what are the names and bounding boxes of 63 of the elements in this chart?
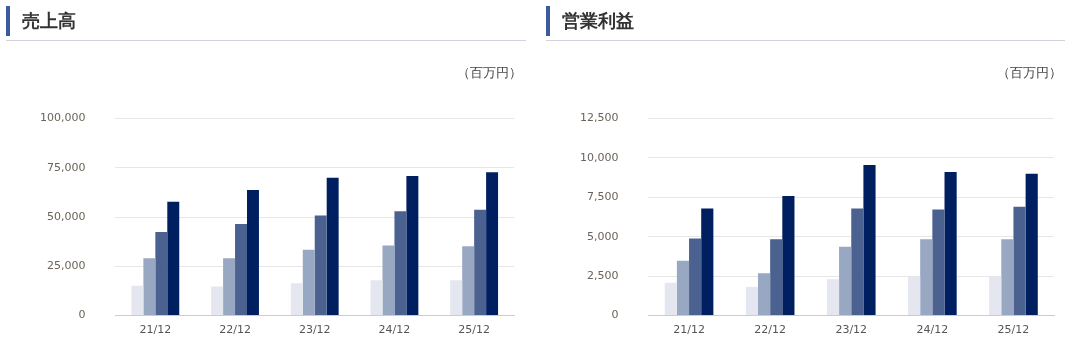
y-tick-label: 12,500 <box>579 111 619 125</box>
bar <box>782 195 795 315</box>
bar <box>745 287 758 315</box>
x-tick-label: 21/12 <box>673 322 705 336</box>
bar <box>486 172 499 315</box>
y-tick-label: 75,000 <box>46 160 86 174</box>
y-tick-label: 100,000 <box>39 111 86 125</box>
y-tick-label: 10,000 <box>579 150 619 164</box>
y-tick-label: 5,000 <box>586 229 619 243</box>
bar <box>676 260 690 315</box>
bar <box>826 279 840 315</box>
bar <box>302 249 315 315</box>
bar <box>1013 206 1026 315</box>
y-tick-label: 0 <box>78 308 86 322</box>
bar <box>770 239 783 315</box>
bar <box>211 286 224 315</box>
bar <box>394 211 407 315</box>
x-tick-label: 23/12 <box>835 322 868 336</box>
bar <box>851 208 864 315</box>
bar <box>235 224 247 315</box>
y-tick-label: 2,500 <box>586 268 619 282</box>
bar <box>290 283 303 315</box>
bar <box>450 280 463 315</box>
bar <box>920 239 933 315</box>
bar <box>944 171 957 315</box>
x-tick-label: 22/12 <box>219 322 251 336</box>
y-axis-title: （百万円） <box>997 64 1062 82</box>
bar <box>247 190 259 315</box>
bar <box>143 258 156 315</box>
bar <box>474 209 487 315</box>
chart-title: 営業利益 <box>546 6 1065 36</box>
y-tick-label: 25,000 <box>46 259 86 273</box>
bar <box>326 177 339 315</box>
x-tick-label: 23/12 <box>298 322 331 336</box>
x-tick-label: 25/12 <box>997 322 1030 336</box>
y-axis-title: （百万円） <box>457 64 522 82</box>
bar <box>664 282 677 315</box>
x-tick-label: 21/12 <box>139 322 172 336</box>
y-tick-label: 0 <box>611 308 619 322</box>
bar <box>167 201 180 315</box>
x-tick-label: 25/12 <box>458 322 490 336</box>
bar <box>370 280 383 315</box>
y-tick-label: 7,500 <box>586 190 619 204</box>
bar <box>932 209 945 315</box>
bar <box>701 208 714 315</box>
bar <box>314 215 327 315</box>
x-tick-label: 24/12 <box>378 322 411 336</box>
bar <box>839 246 852 315</box>
bar <box>757 273 771 315</box>
bar <box>1001 239 1014 315</box>
bar <box>1025 173 1038 315</box>
y-tick-label: 50,000 <box>46 209 86 223</box>
bar <box>155 231 168 315</box>
x-tick-label: 22/12 <box>754 322 786 336</box>
chart-title: 売上高 <box>6 6 526 36</box>
bar <box>462 246 475 315</box>
bar <box>131 285 144 315</box>
bar <box>689 238 702 315</box>
bar <box>406 176 419 315</box>
x-tick-label: 24/12 <box>916 322 949 336</box>
bar <box>223 258 236 315</box>
bar <box>863 165 876 315</box>
bar <box>382 245 395 315</box>
